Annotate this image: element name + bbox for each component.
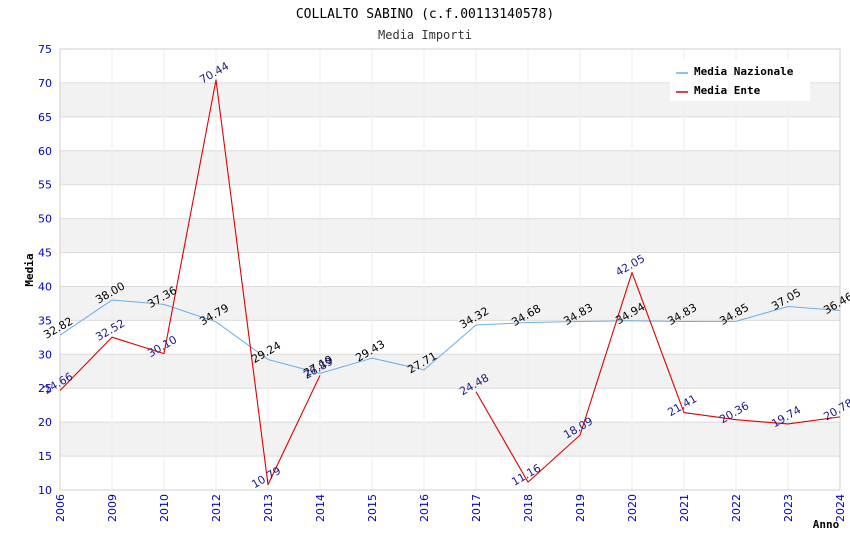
plot-band xyxy=(60,422,840,457)
plot-band xyxy=(60,286,840,321)
x-tick-label: 2012 xyxy=(210,494,223,522)
x-tick-label: 2019 xyxy=(574,494,587,522)
x-tick-label: 2014 xyxy=(314,494,327,522)
plot-band xyxy=(60,150,840,185)
y-tick-label: 45 xyxy=(38,247,52,260)
grid-lines xyxy=(59,48,841,491)
data-label: 24.66 xyxy=(41,370,75,397)
plot-band xyxy=(60,218,840,253)
y-axis-label: Media xyxy=(23,253,36,286)
y-axis-ticks: 10 15 20 25 30 35 40 45 50 55 60 65 70 75 xyxy=(38,43,52,497)
y-tick-label: 30 xyxy=(38,348,52,361)
x-axis-label: Anno xyxy=(813,518,840,531)
x-tick-label: 2018 xyxy=(522,494,535,522)
x-tick-label: 2021 xyxy=(678,494,691,522)
chart-title: COLLALTO SABINO (c.f.00113140578) xyxy=(296,7,554,22)
plot-band xyxy=(60,354,840,389)
y-tick-label: 55 xyxy=(38,179,52,192)
x-tick-label: 2009 xyxy=(106,494,119,522)
plot-bands xyxy=(60,82,840,457)
x-tick-label: 2024 xyxy=(834,494,847,522)
data-label: 20.78 xyxy=(821,396,850,423)
y-tick-label: 20 xyxy=(38,416,52,429)
x-tick-label: 2015 xyxy=(366,494,379,522)
x-tick-label: 2010 xyxy=(158,494,171,522)
legend-label-media-ente: Media Ente xyxy=(694,84,761,97)
y-tick-label: 35 xyxy=(38,314,52,327)
series-lines xyxy=(59,79,841,486)
y-tick-label: 65 xyxy=(38,111,52,124)
y-tick-label: 25 xyxy=(38,382,52,395)
y-tick-label: 60 xyxy=(38,145,52,158)
legend-box xyxy=(670,60,810,101)
series-line-media-ente xyxy=(59,79,321,486)
x-tick-label: 2013 xyxy=(262,494,275,522)
data-label: 11.16 xyxy=(509,462,543,489)
x-tick-label: 2006 xyxy=(54,494,67,522)
series-line-media-nazionale xyxy=(59,299,841,374)
x-tick-label: 2022 xyxy=(730,494,743,522)
x-axis-ticks: 2006 2009 2010 2012 2013 2014 2015 2016 2017 2018… xyxy=(54,494,847,522)
data-label: 21.41 xyxy=(665,392,699,419)
plot-frame xyxy=(59,48,841,491)
legend-label-media-nazionale: Media Nazionale xyxy=(694,65,794,78)
legend: Media Nazionale Media Ente xyxy=(670,60,810,101)
y-tick-label: 10 xyxy=(38,484,52,497)
x-tick-label: 2016 xyxy=(418,494,431,522)
series-line-media-ente xyxy=(475,272,841,483)
y-tick-label: 70 xyxy=(38,77,52,90)
y-tick-label: 15 xyxy=(38,450,52,463)
x-tick-label: 2023 xyxy=(782,494,795,522)
y-tick-label: 75 xyxy=(38,43,52,56)
x-tick-label: 2017 xyxy=(470,494,483,522)
data-label: 70.44 xyxy=(197,59,231,86)
y-tick-label: 50 xyxy=(38,213,52,226)
chart-subtitle: Media Importi xyxy=(378,28,472,42)
x-tick-label: 2020 xyxy=(626,494,639,522)
data-label: 42.05 xyxy=(613,252,647,279)
y-tick-label: 40 xyxy=(38,280,52,293)
